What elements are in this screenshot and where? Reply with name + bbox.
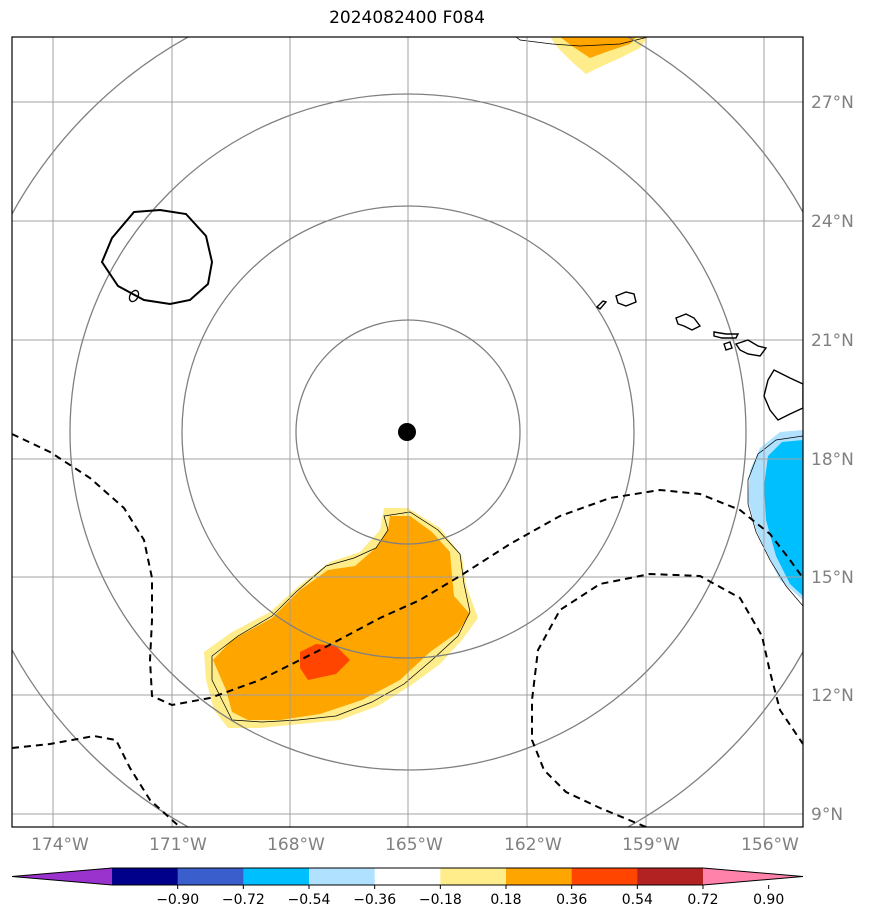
lat-label-15n: 15°N	[811, 568, 854, 588]
colorbar-tick-label: −0.54	[288, 892, 331, 908]
lat-label-18n: 18°N	[811, 450, 854, 470]
island-lanai	[723, 341, 733, 351]
colorbar-segment	[506, 868, 573, 885]
colorbar-tick-label: 0.90	[753, 892, 784, 908]
island-molokai	[713, 331, 740, 339]
red-orange-fill	[300, 644, 350, 680]
colorbar-tick-label: −0.36	[353, 892, 396, 908]
colorbar-tick-label: 0.54	[622, 892, 653, 908]
colorbar-extend-high	[703, 868, 803, 885]
positive-anomaly-north	[515, 37, 649, 74]
dashed-contour-main	[12, 433, 803, 707]
anomaly-contour-south	[211, 511, 471, 723]
island-hawaii	[763, 369, 803, 421]
colorbar-segment	[374, 868, 441, 885]
colorbar-segment	[440, 868, 507, 885]
colorbar-tick-label: 0.36	[556, 892, 587, 908]
map-frame	[11, 36, 804, 828]
map-plot-area	[12, 37, 803, 827]
orange-fill	[213, 516, 470, 720]
anomaly-contour-north	[515, 37, 649, 47]
colorbar-segment	[177, 868, 244, 885]
colorbar-segment	[243, 868, 310, 885]
orange-fill-north	[560, 37, 636, 58]
lon-label-171w: 171°W	[149, 835, 207, 855]
range-ring-1	[295, 319, 521, 545]
dashed-contour-southeast	[531, 572, 803, 827]
storm-center-marker	[398, 423, 416, 441]
latitude-labels: 27°N 24°N 21°N 18°N 15°N 12°N 9°N	[811, 93, 854, 825]
colorbar-tick-label: −0.90	[156, 892, 199, 908]
island-maui	[734, 339, 768, 357]
lat-label-24n: 24°N	[811, 212, 854, 232]
colorbar-segment	[309, 868, 376, 885]
deep-sky-blue-fill	[764, 440, 803, 596]
colorbar-segment	[571, 868, 638, 885]
lon-label-168w: 168°W	[267, 835, 325, 855]
negative-anomaly-region	[747, 430, 803, 607]
lat-label-12n: 12°N	[811, 686, 854, 706]
island-kauai	[615, 291, 637, 307]
lon-label-162w: 162°W	[504, 835, 562, 855]
lat-label-21n: 21°N	[811, 331, 854, 351]
colorbar-tick-label: −0.72	[222, 892, 265, 908]
colorbar-tick-label: 0.18	[490, 892, 521, 908]
map-title: 2024082400 F084	[329, 8, 485, 28]
colorbar-tick-label: −0.18	[419, 892, 462, 908]
range-rings	[12, 37, 803, 827]
colorbar-outline	[11, 867, 804, 886]
lon-label-159w: 159°W	[622, 835, 680, 855]
range-ring-2	[181, 205, 635, 659]
dashed-contour-southwest	[12, 734, 181, 827]
colorbar-segment	[637, 868, 704, 885]
colorbar-tick-label: 0.72	[687, 892, 718, 908]
colorbar-extend-low	[12, 868, 112, 885]
colorbar: −0.90 −0.72 −0.54 −0.36 −0.18 0.18 0.36 0.54 0.7…	[11, 867, 804, 908]
colorbar-segment	[112, 868, 179, 885]
lat-label-27n: 27°N	[811, 93, 854, 113]
longitude-labels: 174°W 171°W 168°W 165°W 162°W 159°W 156°…	[31, 835, 799, 855]
small-contour-island	[128, 289, 140, 303]
solid-contour-northwest	[100, 208, 214, 306]
hawaiian-islands	[595, 291, 803, 421]
range-ring-4	[12, 37, 803, 827]
island-niihau	[595, 300, 608, 310]
lon-label-165w: 165°W	[385, 835, 443, 855]
island-oahu	[675, 313, 702, 331]
lat-label-9n: 9°N	[811, 805, 843, 825]
graticule	[12, 37, 803, 827]
lon-label-156w: 156°W	[741, 835, 799, 855]
lon-label-174w: 174°W	[31, 835, 89, 855]
range-ring-3	[69, 93, 747, 771]
dashed-contours	[12, 433, 803, 827]
